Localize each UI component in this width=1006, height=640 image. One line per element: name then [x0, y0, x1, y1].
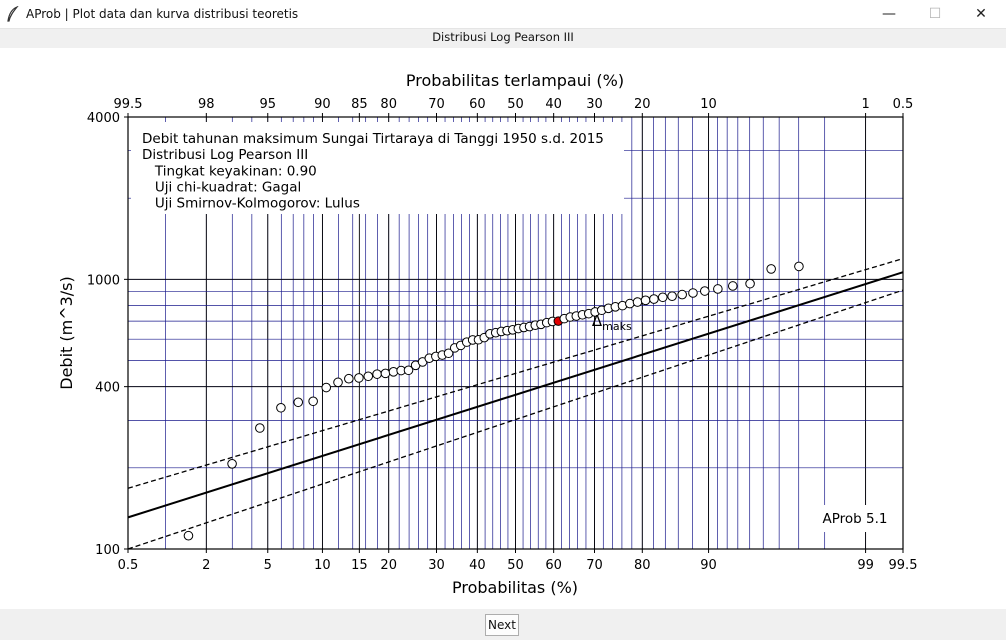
maximize-button[interactable]: ☐ — [928, 6, 942, 22]
data-point — [727, 281, 738, 291]
x2-tick-label: 90 — [314, 97, 331, 112]
upper-bound-curve — [127, 257, 904, 489]
data-point — [632, 297, 643, 307]
feather-icon — [7, 6, 19, 22]
data-point — [794, 261, 804, 272]
x2-tick-label: 40 — [545, 97, 562, 112]
data-point — [443, 348, 454, 359]
data-point — [183, 530, 194, 541]
info-line: Distribusi Log Pearson III — [142, 147, 308, 163]
x2-tick-label: 50 — [507, 97, 524, 112]
x-tick-label: 5 — [264, 558, 272, 573]
x-tick-label: 70 — [586, 558, 603, 573]
x-tick-label: 80 — [634, 558, 651, 573]
fitted-curve — [127, 271, 904, 519]
info-line: Debit tahunan maksimum Sungai Tirtaraya … — [142, 131, 604, 147]
data-point — [354, 373, 364, 383]
x2-tick-label: 20 — [634, 97, 651, 112]
info-line: Uji chi-kuadrat: Gagal — [142, 180, 301, 196]
x2-tick-label: 95 — [259, 97, 276, 112]
lower-bound-curve — [127, 289, 904, 550]
x-tick-label: 2 — [202, 558, 210, 573]
y-tick-label: 1000 — [87, 273, 120, 288]
x2-tick-label: 70 — [428, 97, 445, 112]
minimize-button[interactable]: — — [882, 6, 896, 22]
data-point — [649, 294, 659, 304]
plot-area: 0.5 2 5 10 15 20 30 40 50 60 70 80 90 99 99.5 99.5 98 95 9… — [0, 48, 1006, 609]
next-button[interactable]: Next — [485, 614, 519, 636]
x2-axis-title: Probabilitas terlampaui (%) — [406, 71, 624, 90]
x-tick-label: 90 — [700, 558, 717, 573]
x2-tick-label: 85 — [351, 97, 368, 112]
data-point — [344, 373, 354, 384]
x-tick-label: 15 — [351, 558, 368, 573]
x-tick-label: 99 — [857, 558, 874, 573]
data-point — [625, 298, 635, 309]
x2-tick-label: 30 — [586, 97, 603, 112]
delta-max-annotation: Δmaks — [592, 312, 632, 333]
y-tick-label: 4000 — [87, 111, 120, 126]
bottom-bar: Next — [0, 609, 1006, 640]
y-axis-title: Debit (m^3/s) — [57, 276, 76, 390]
data-point — [713, 284, 723, 294]
data-point — [677, 289, 687, 300]
title-bar: AProb | Plot data dan kurva distribusi t… — [0, 0, 1006, 29]
y-tick-label: 100 — [95, 543, 120, 558]
x2-tick-label: 1 — [861, 97, 869, 112]
data-point — [372, 369, 382, 379]
x2-tick-label: 98 — [198, 97, 215, 112]
x-tick-label: 30 — [428, 558, 445, 573]
x-tick-label: 50 — [507, 558, 524, 573]
x2-tick-label: 80 — [380, 97, 397, 112]
probability-plot: 0.5 2 5 10 15 20 30 40 50 60 70 80 90 99 99.5 99.5 98 95 9… — [57, 71, 918, 597]
data-point — [657, 292, 668, 303]
watermark: AProb 5.1 — [823, 511, 888, 527]
x2-tick-label: 99.5 — [114, 97, 143, 112]
data-point — [745, 278, 755, 289]
data-point — [688, 288, 698, 298]
data-point — [293, 397, 304, 408]
info-line: Tingkat keyakinan: 0.90 — [142, 164, 317, 180]
x2-tick-label: 60 — [469, 97, 486, 112]
data-point — [308, 396, 318, 407]
data-point — [766, 264, 776, 274]
distribution-subtitle: Distribusi Log Pearson III — [432, 30, 574, 44]
data-point — [640, 295, 651, 306]
data-point — [667, 291, 677, 301]
watermark-box — [814, 505, 898, 532]
info-box — [131, 122, 624, 214]
data-point — [699, 286, 710, 296]
x-tick-label: 20 — [380, 558, 397, 573]
x-tick-label: 0.5 — [118, 558, 139, 573]
x2-tick-label: 0.5 — [893, 97, 914, 112]
data-point — [276, 402, 286, 413]
window-title: AProb | Plot data dan kurva distribusi t… — [26, 7, 299, 21]
x-tick-label: 60 — [545, 558, 562, 573]
x-tick-label: 40 — [469, 558, 486, 573]
close-button[interactable]: ✕ — [975, 6, 987, 22]
data-point — [227, 458, 237, 469]
data-point — [403, 365, 414, 376]
x2-tick-label: 10 — [700, 97, 717, 112]
data-point — [333, 377, 343, 388]
y-tick-label: 400 — [95, 381, 120, 396]
data-point — [380, 368, 391, 379]
delta-symbol: Δ — [592, 312, 603, 330]
x-tick-label: 10 — [314, 558, 331, 573]
data-point — [388, 367, 399, 377]
info-line: Uji Smirnov-Kolmogorov: Lulus — [142, 196, 360, 212]
data-point — [321, 382, 332, 393]
delta-subscript: maks — [602, 320, 632, 333]
x-axis-title: Probabilitas (%) — [452, 578, 578, 597]
data-point — [363, 371, 374, 382]
data-point — [255, 423, 265, 433]
x-tick-label: 99.5 — [889, 558, 918, 573]
